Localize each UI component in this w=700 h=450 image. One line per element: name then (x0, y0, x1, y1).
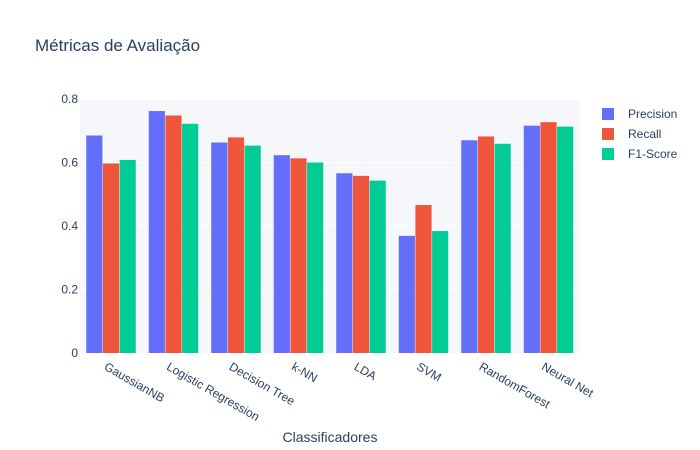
legend-label[interactable]: Precision (628, 107, 677, 121)
bar-recall[interactable] (352, 175, 370, 353)
bar-precision[interactable] (211, 142, 228, 353)
bar-recall[interactable] (415, 205, 432, 353)
bar-precision[interactable] (461, 140, 478, 353)
bar-f1-score[interactable] (307, 162, 324, 354)
bar-f1-score[interactable] (557, 126, 574, 353)
bar-precision[interactable] (273, 155, 290, 353)
y-tick-label: 0.6 (61, 156, 78, 170)
bar-f1-score[interactable] (369, 180, 386, 353)
bar-f1-score[interactable] (182, 123, 199, 353)
bar-f1-score[interactable] (494, 143, 511, 353)
bar-recall[interactable] (102, 163, 120, 353)
bar-recall[interactable] (540, 122, 557, 354)
chart-title: Métricas de Avaliação (35, 36, 200, 55)
bar-precision[interactable] (523, 125, 540, 353)
y-tick-labels: 0 0.2 0.4 0.6 0.8 (61, 92, 78, 360)
legend-label[interactable]: F1-Score (628, 147, 678, 161)
bar-recall[interactable] (477, 136, 495, 353)
bar-precision[interactable] (336, 173, 353, 353)
y-tick-label: 0.2 (61, 283, 78, 297)
bar-f1-score[interactable] (432, 231, 449, 353)
bar-f1-score[interactable] (119, 159, 136, 353)
bar-f1-score[interactable] (244, 145, 261, 353)
legend-swatch[interactable] (602, 128, 614, 140)
bar-recall[interactable] (290, 158, 307, 353)
bar-precision[interactable] (148, 111, 165, 353)
legend-label[interactable]: Recall (628, 127, 661, 141)
bar-precision[interactable] (398, 235, 415, 353)
legend-swatch[interactable] (602, 148, 614, 160)
legend: Precision Recall F1-Score (602, 107, 678, 161)
y-tick-label: 0.8 (61, 92, 78, 106)
x-axis-title: Classificadores (283, 429, 378, 445)
bar-precision[interactable] (86, 135, 103, 353)
y-tick-label: 0.4 (61, 219, 78, 233)
y-tick-label: 0 (71, 346, 78, 360)
bar-recall[interactable] (165, 115, 182, 353)
bar-recall[interactable] (227, 137, 245, 353)
legend-swatch[interactable] (602, 108, 614, 120)
bars (86, 111, 574, 354)
